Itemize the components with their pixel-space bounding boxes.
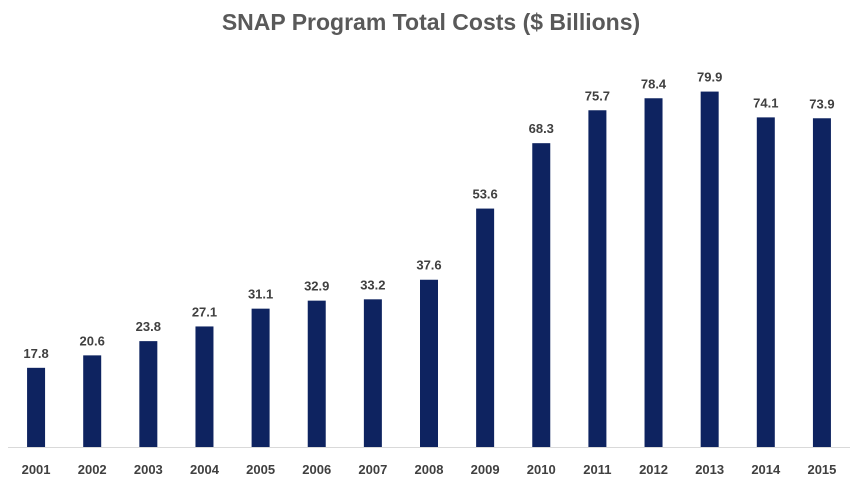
bar-2015 xyxy=(812,118,831,448)
x-tick-label-2005: 2005 xyxy=(246,462,275,477)
data-label-2004: 27.1 xyxy=(192,304,217,319)
bar-2011 xyxy=(588,110,607,448)
x-tick-label-2007: 2007 xyxy=(358,462,387,477)
bar-2013 xyxy=(700,91,719,447)
data-label-2014: 74.1 xyxy=(753,95,778,110)
bar-2007 xyxy=(363,299,382,447)
bar-2006 xyxy=(307,300,326,447)
x-tick-label-2003: 2003 xyxy=(134,462,163,477)
bar-2010 xyxy=(532,143,551,447)
data-label-2013: 79.9 xyxy=(697,70,722,85)
bar-2014 xyxy=(756,117,775,447)
bar-2008 xyxy=(420,279,438,447)
data-label-2009: 53.6 xyxy=(472,187,497,202)
x-tick-label-2009: 2009 xyxy=(471,462,500,477)
x-tick-label-2014: 2014 xyxy=(751,462,781,477)
bar-2005 xyxy=(251,308,270,447)
bar-2004 xyxy=(195,326,214,447)
bar-2003 xyxy=(139,341,158,447)
x-tick-labels-group: 2001 2002 2003 2004 2005 2006 2007 2008 2009 2010… xyxy=(22,462,837,477)
data-label-2005: 31.1 xyxy=(248,287,273,302)
data-labels-group: 17.8 20.6 23.8 27.1 31.1 32.9 33.2 37.6 53.6 68.3… xyxy=(23,70,834,361)
x-tick-label-2013: 2013 xyxy=(695,462,724,477)
x-tick-label-2006: 2006 xyxy=(302,462,331,477)
x-tick-label-2010: 2010 xyxy=(527,462,556,477)
data-label-2001: 17.8 xyxy=(23,346,48,361)
data-label-2008: 37.6 xyxy=(416,258,441,273)
data-label-2006: 32.9 xyxy=(304,279,329,294)
bar-2009 xyxy=(476,208,495,447)
x-tick-label-2004: 2004 xyxy=(190,462,220,477)
bar-2012 xyxy=(644,98,663,447)
data-label-2015: 73.9 xyxy=(809,96,834,111)
x-tick-label-2008: 2008 xyxy=(415,462,444,477)
x-tick-label-2015: 2015 xyxy=(807,462,836,477)
data-label-2012: 78.4 xyxy=(641,76,667,91)
data-label-2003: 23.8 xyxy=(136,319,161,334)
data-label-2002: 20.6 xyxy=(80,333,105,348)
data-label-2007: 33.2 xyxy=(360,277,385,292)
x-tick-label-2001: 2001 xyxy=(22,462,51,477)
data-label-2011: 75.7 xyxy=(585,88,610,103)
data-label-2010: 68.3 xyxy=(529,121,554,136)
x-tick-label-2002: 2002 xyxy=(78,462,107,477)
bar-2001 xyxy=(27,367,46,447)
chart-title: SNAP Program Total Costs ($ Billions) xyxy=(221,9,641,35)
x-tick-label-2011: 2011 xyxy=(583,462,611,477)
x-tick-label-2012: 2012 xyxy=(639,462,668,477)
bar-2002 xyxy=(83,355,102,447)
bars-group xyxy=(27,91,831,448)
